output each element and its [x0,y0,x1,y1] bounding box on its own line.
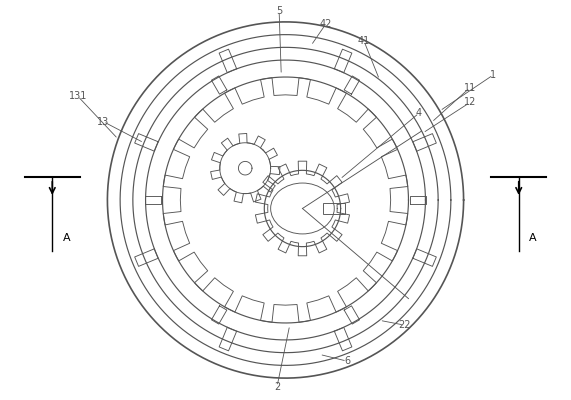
Text: 2: 2 [274,382,280,392]
Text: 1: 1 [490,70,496,80]
Text: 4: 4 [416,108,422,118]
Text: 13: 13 [97,116,109,126]
Text: A: A [63,233,70,243]
Text: 12: 12 [464,98,476,108]
Text: A: A [529,233,537,243]
Text: 131: 131 [69,91,87,101]
Text: 22: 22 [398,320,411,330]
Text: 6: 6 [344,356,350,366]
Bar [323,203,345,214]
Text: 41: 41 [358,36,370,46]
Text: 42: 42 [320,19,332,29]
Text: 11: 11 [464,83,476,93]
Text: 5: 5 [276,6,282,16]
